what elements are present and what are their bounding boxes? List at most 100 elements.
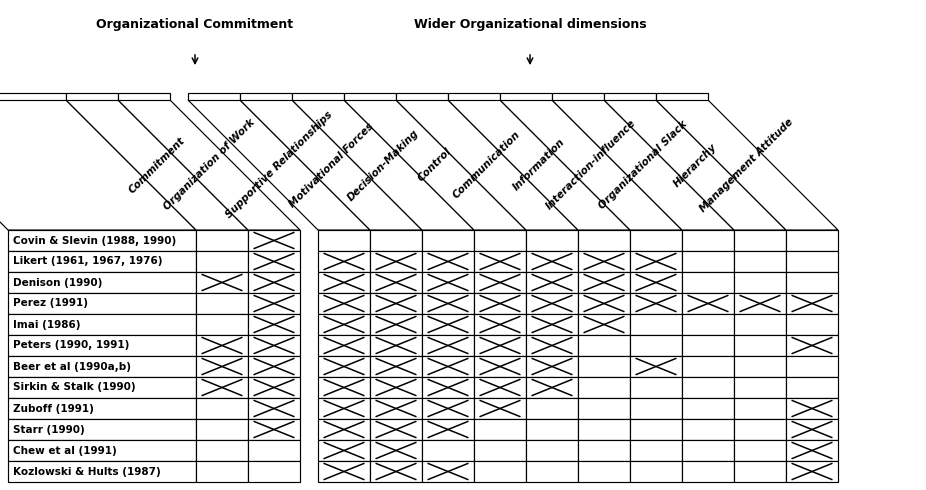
- Bar: [370, 377, 422, 398]
- Bar: [318, 377, 370, 398]
- Bar: [422, 440, 474, 461]
- Bar: [318, 335, 370, 356]
- Bar: [474, 251, 526, 272]
- Bar: [318, 461, 370, 482]
- Bar: [248, 356, 300, 377]
- Bar: [734, 230, 786, 251]
- Bar: [682, 440, 734, 461]
- Bar: [578, 440, 630, 461]
- Bar: [8, 293, 196, 314]
- Polygon shape: [656, 100, 838, 230]
- Bar: [8, 272, 196, 293]
- Bar: [370, 251, 422, 272]
- Bar: [196, 293, 248, 314]
- Bar: [474, 356, 526, 377]
- Bar: [526, 272, 578, 293]
- Bar: [196, 377, 248, 398]
- Bar: [8, 335, 196, 356]
- Bar: [248, 461, 300, 482]
- Bar: [630, 335, 682, 356]
- Text: Motivational Forces: Motivational Forces: [287, 121, 375, 209]
- Bar: [318, 419, 370, 440]
- Polygon shape: [292, 93, 344, 100]
- Bar: [422, 251, 474, 272]
- Bar: [682, 461, 734, 482]
- Bar: [422, 293, 474, 314]
- Bar: [734, 377, 786, 398]
- Bar: [682, 377, 734, 398]
- Bar: [318, 398, 370, 419]
- Bar: [370, 272, 422, 293]
- Bar: [318, 293, 370, 314]
- Bar: [196, 251, 248, 272]
- Bar: [786, 419, 838, 440]
- Bar: [248, 335, 300, 356]
- Bar: [318, 440, 370, 461]
- Text: Organization of Work: Organization of Work: [161, 118, 257, 213]
- Polygon shape: [118, 100, 300, 230]
- Polygon shape: [66, 93, 118, 100]
- Bar: [8, 398, 196, 419]
- Text: Interaction-influence: Interaction-influence: [544, 118, 638, 212]
- Bar: [248, 272, 300, 293]
- Polygon shape: [344, 100, 526, 230]
- Bar: [318, 230, 370, 251]
- Bar: [318, 314, 370, 335]
- Bar: [682, 272, 734, 293]
- Bar: [196, 356, 248, 377]
- Bar: [734, 356, 786, 377]
- Polygon shape: [396, 100, 578, 230]
- Polygon shape: [448, 100, 630, 230]
- Bar: [474, 461, 526, 482]
- Bar: [370, 356, 422, 377]
- Bar: [786, 398, 838, 419]
- Bar: [734, 251, 786, 272]
- Bar: [370, 398, 422, 419]
- Bar: [734, 272, 786, 293]
- Polygon shape: [118, 93, 170, 100]
- Bar: [526, 356, 578, 377]
- Polygon shape: [0, 93, 66, 100]
- Bar: [248, 251, 300, 272]
- Bar: [422, 398, 474, 419]
- Bar: [318, 272, 370, 293]
- Text: Likert (1961, 1967, 1976): Likert (1961, 1967, 1976): [13, 256, 162, 267]
- Text: Imai (1986): Imai (1986): [13, 319, 81, 329]
- Bar: [422, 314, 474, 335]
- Text: Peters (1990, 1991): Peters (1990, 1991): [13, 341, 130, 350]
- Text: Covin & Slevin (1988, 1990): Covin & Slevin (1988, 1990): [13, 236, 176, 245]
- Text: Information: Information: [511, 137, 567, 193]
- Polygon shape: [500, 93, 552, 100]
- Bar: [786, 356, 838, 377]
- Bar: [682, 398, 734, 419]
- Text: Wider Organizational dimensions: Wider Organizational dimensions: [414, 18, 646, 31]
- Text: Kozlowski & Hults (1987): Kozlowski & Hults (1987): [13, 466, 161, 476]
- Bar: [734, 335, 786, 356]
- Bar: [474, 398, 526, 419]
- Bar: [248, 314, 300, 335]
- Bar: [526, 335, 578, 356]
- Bar: [526, 314, 578, 335]
- Bar: [248, 419, 300, 440]
- Text: Perez (1991): Perez (1991): [13, 298, 88, 309]
- Bar: [422, 272, 474, 293]
- Text: Hierarchy: Hierarchy: [671, 142, 719, 189]
- Bar: [248, 440, 300, 461]
- Bar: [630, 461, 682, 482]
- Bar: [474, 377, 526, 398]
- Bar: [630, 398, 682, 419]
- Bar: [196, 314, 248, 335]
- Bar: [630, 314, 682, 335]
- Polygon shape: [188, 100, 370, 230]
- Bar: [786, 461, 838, 482]
- Bar: [8, 251, 196, 272]
- Bar: [786, 377, 838, 398]
- Bar: [248, 398, 300, 419]
- Text: Denison (1990): Denison (1990): [13, 277, 103, 288]
- Bar: [8, 314, 196, 335]
- Polygon shape: [552, 100, 734, 230]
- Bar: [318, 251, 370, 272]
- Bar: [318, 356, 370, 377]
- Bar: [422, 377, 474, 398]
- Text: Beer et al (1990a,b): Beer et al (1990a,b): [13, 362, 131, 371]
